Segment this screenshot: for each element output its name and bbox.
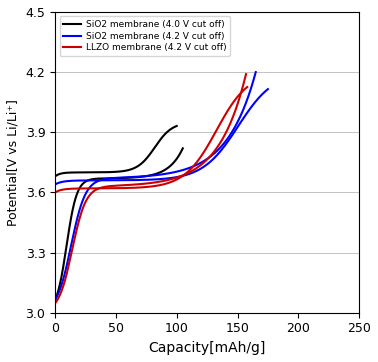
Y-axis label: Potential[V vs Li/Li⁺]: Potential[V vs Li/Li⁺] <box>7 99 20 226</box>
X-axis label: Capacity[mAh/g]: Capacity[mAh/g] <box>149 341 266 355</box>
Legend: SiO2 membrane (4.0 V cut off), SiO2 membrane (4.2 V cut off), LLZO membrane (4.2: SiO2 membrane (4.0 V cut off), SiO2 memb… <box>60 16 230 56</box>
